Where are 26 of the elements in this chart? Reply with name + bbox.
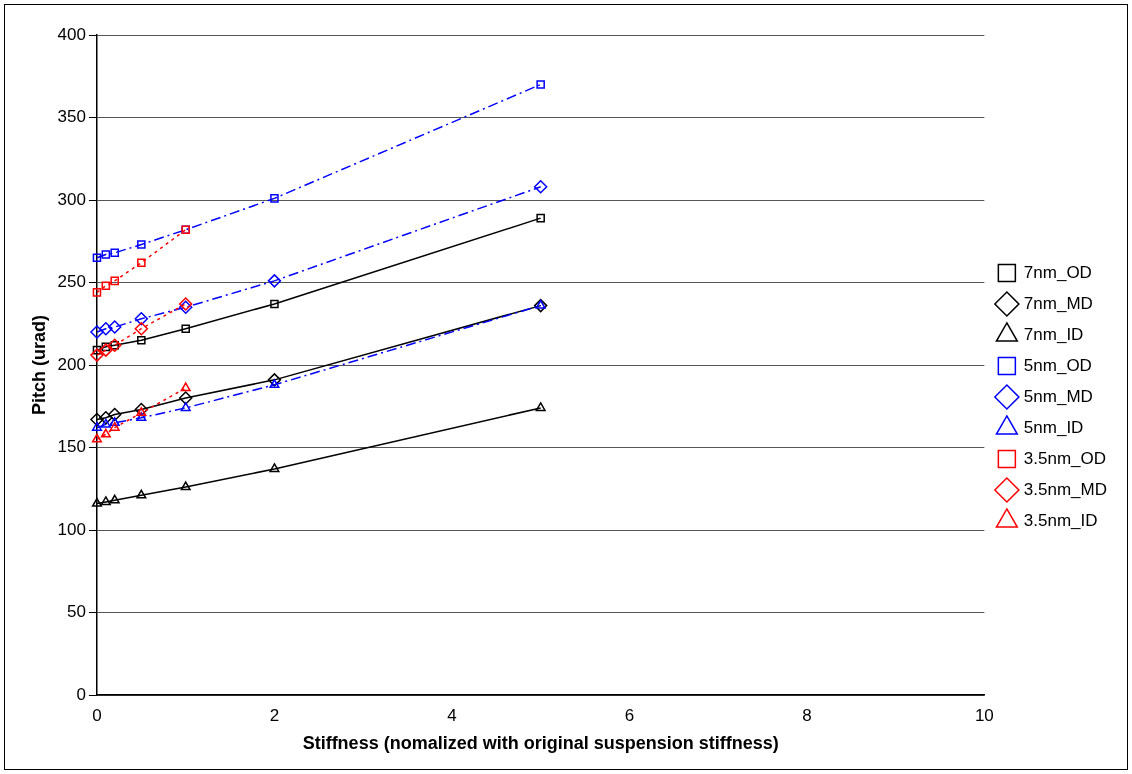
legend-label: 5nm_ID [1023,417,1084,437]
legend-label: 7nm_MD [1023,293,1093,313]
legend-label: 3.5nm_ID [1023,510,1098,530]
x-tick-label: 6 [624,705,635,725]
y-tick-label: 100 [57,519,86,539]
legend-label: 3.5nm_MD [1023,479,1107,499]
y-axis-title: Pitch (urad) [28,314,49,416]
y-tick-label: 50 [67,602,86,622]
y-tick-label: 150 [57,437,86,457]
x-tick-label: 0 [92,705,102,725]
x-tick-label: 8 [802,705,812,725]
x-tick-label: 4 [447,705,457,725]
x-tick-label: 10 [974,705,994,725]
x-tick-label: 2 [269,705,280,725]
legend-label: 3.5nm_OD [1023,448,1107,468]
legend-label: 7nm_ID [1023,324,1084,344]
y-tick-label: 400 [57,24,86,44]
y-tick-label: 0 [76,684,86,704]
legend-label: 7nm_OD [1023,262,1092,282]
y-tick-label: 350 [57,107,86,127]
legend-label: 5nm_MD [1023,386,1093,406]
legend-label: 5nm_OD [1023,355,1092,375]
y-tick-label: 250 [57,272,86,292]
x-axis-title: Stiffness (nomalized with original suspension stiffness) [302,733,779,754]
y-tick-label: 300 [57,189,86,209]
y-tick-label: 200 [57,354,86,374]
